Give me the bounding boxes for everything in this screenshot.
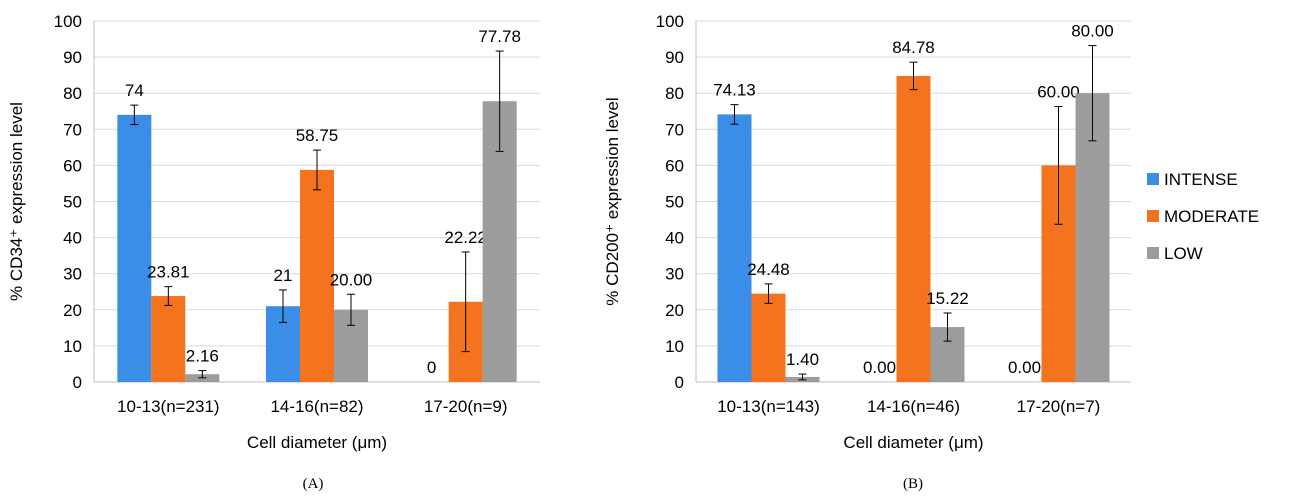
data-label: 20.00 xyxy=(330,270,373,289)
data-label: 77.78 xyxy=(478,27,521,46)
y-tick-label: 80 xyxy=(63,84,82,103)
bar-moderate xyxy=(751,293,786,382)
data-label: 2.16 xyxy=(186,347,219,366)
data-label: 21 xyxy=(274,266,293,285)
y-tick-label: 30 xyxy=(665,265,684,284)
y-tick-label: 100 xyxy=(54,12,82,31)
y-tick-label: 50 xyxy=(63,193,82,212)
chart-panel-a: 0 10 20 30 40 50 60 70 80 90 100 10-13(n=231) 74 23.8… xyxy=(7,12,540,492)
data-label: 0 xyxy=(427,358,436,377)
bar-moderate xyxy=(300,169,334,382)
data-label: 22.22 xyxy=(444,228,487,247)
y-tick-label: 20 xyxy=(665,301,684,320)
data-label: 60.00 xyxy=(1037,83,1080,102)
bar-moderate xyxy=(896,75,931,382)
y-tick-label: 70 xyxy=(63,120,82,139)
y-tick-label: 10 xyxy=(665,337,684,356)
y-tick-label: 90 xyxy=(665,48,684,67)
data-label: 0.00 xyxy=(863,358,896,377)
y-tick-label: 30 xyxy=(63,265,82,284)
data-label: 80.00 xyxy=(1071,22,1114,41)
y-tick-label: 40 xyxy=(665,229,684,248)
y-tick-label: 40 xyxy=(63,229,82,248)
x-tick-label: 17-20(n=9) xyxy=(424,397,508,416)
bar-moderate xyxy=(151,296,186,382)
x-tick-label: 10-13(n=231) xyxy=(117,397,220,416)
y-tick-label: 0 xyxy=(675,373,684,392)
chart-panel-b: 0 10 20 30 40 50 60 70 80 90 100 10-13(n=143) 74.13 2… xyxy=(603,12,1259,492)
data-label: 24.48 xyxy=(747,260,790,279)
y-axis-title: % CD200⁺ expression level xyxy=(603,97,622,305)
legend-label: LOW xyxy=(1164,244,1203,263)
y-tick-label: 100 xyxy=(656,12,684,31)
y-tick-label: 0 xyxy=(73,373,82,392)
y-tick-label: 70 xyxy=(665,120,684,139)
y-axis-title: % CD34⁺ expression level xyxy=(7,102,26,301)
bar-intense xyxy=(717,114,752,383)
legend-swatch-low xyxy=(1147,247,1159,259)
y-tick-label: 80 xyxy=(665,84,684,103)
legend-label: MODERATE xyxy=(1164,207,1259,226)
y-tick-label: 20 xyxy=(63,301,82,320)
data-label: 74 xyxy=(125,81,144,100)
y-tick-label: 50 xyxy=(665,193,684,212)
data-label: 74.13 xyxy=(713,81,756,100)
x-axis-title: Cell diameter (μm) xyxy=(843,433,983,452)
data-label: 15.22 xyxy=(926,289,969,308)
data-label: 1.40 xyxy=(786,350,819,369)
y-tick-label: 60 xyxy=(665,156,684,175)
x-tick-label: 10-13(n=143) xyxy=(717,397,820,416)
data-label: 58.75 xyxy=(296,126,339,145)
panel-label: (B) xyxy=(903,476,923,492)
legend-label: INTENSE xyxy=(1164,170,1238,189)
legend-swatch-moderate xyxy=(1147,210,1159,222)
data-label: 84.78 xyxy=(892,38,935,57)
legend-swatch-intense xyxy=(1147,173,1159,185)
panel-label: (A) xyxy=(303,476,324,492)
data-label: 23.81 xyxy=(147,263,190,282)
x-tick-label: 17-20(n=7) xyxy=(1017,397,1101,416)
y-tick-label: 90 xyxy=(63,48,82,67)
data-label: 0.00 xyxy=(1008,358,1041,377)
y-tick-label: 10 xyxy=(63,337,82,356)
bar-intense xyxy=(117,114,152,383)
x-tick-label: 14-16(n=82) xyxy=(270,397,363,416)
x-axis-title: Cell diameter (μm) xyxy=(247,433,387,452)
x-tick-label: 14-16(n=46) xyxy=(867,397,960,416)
y-tick-label: 60 xyxy=(63,156,82,175)
